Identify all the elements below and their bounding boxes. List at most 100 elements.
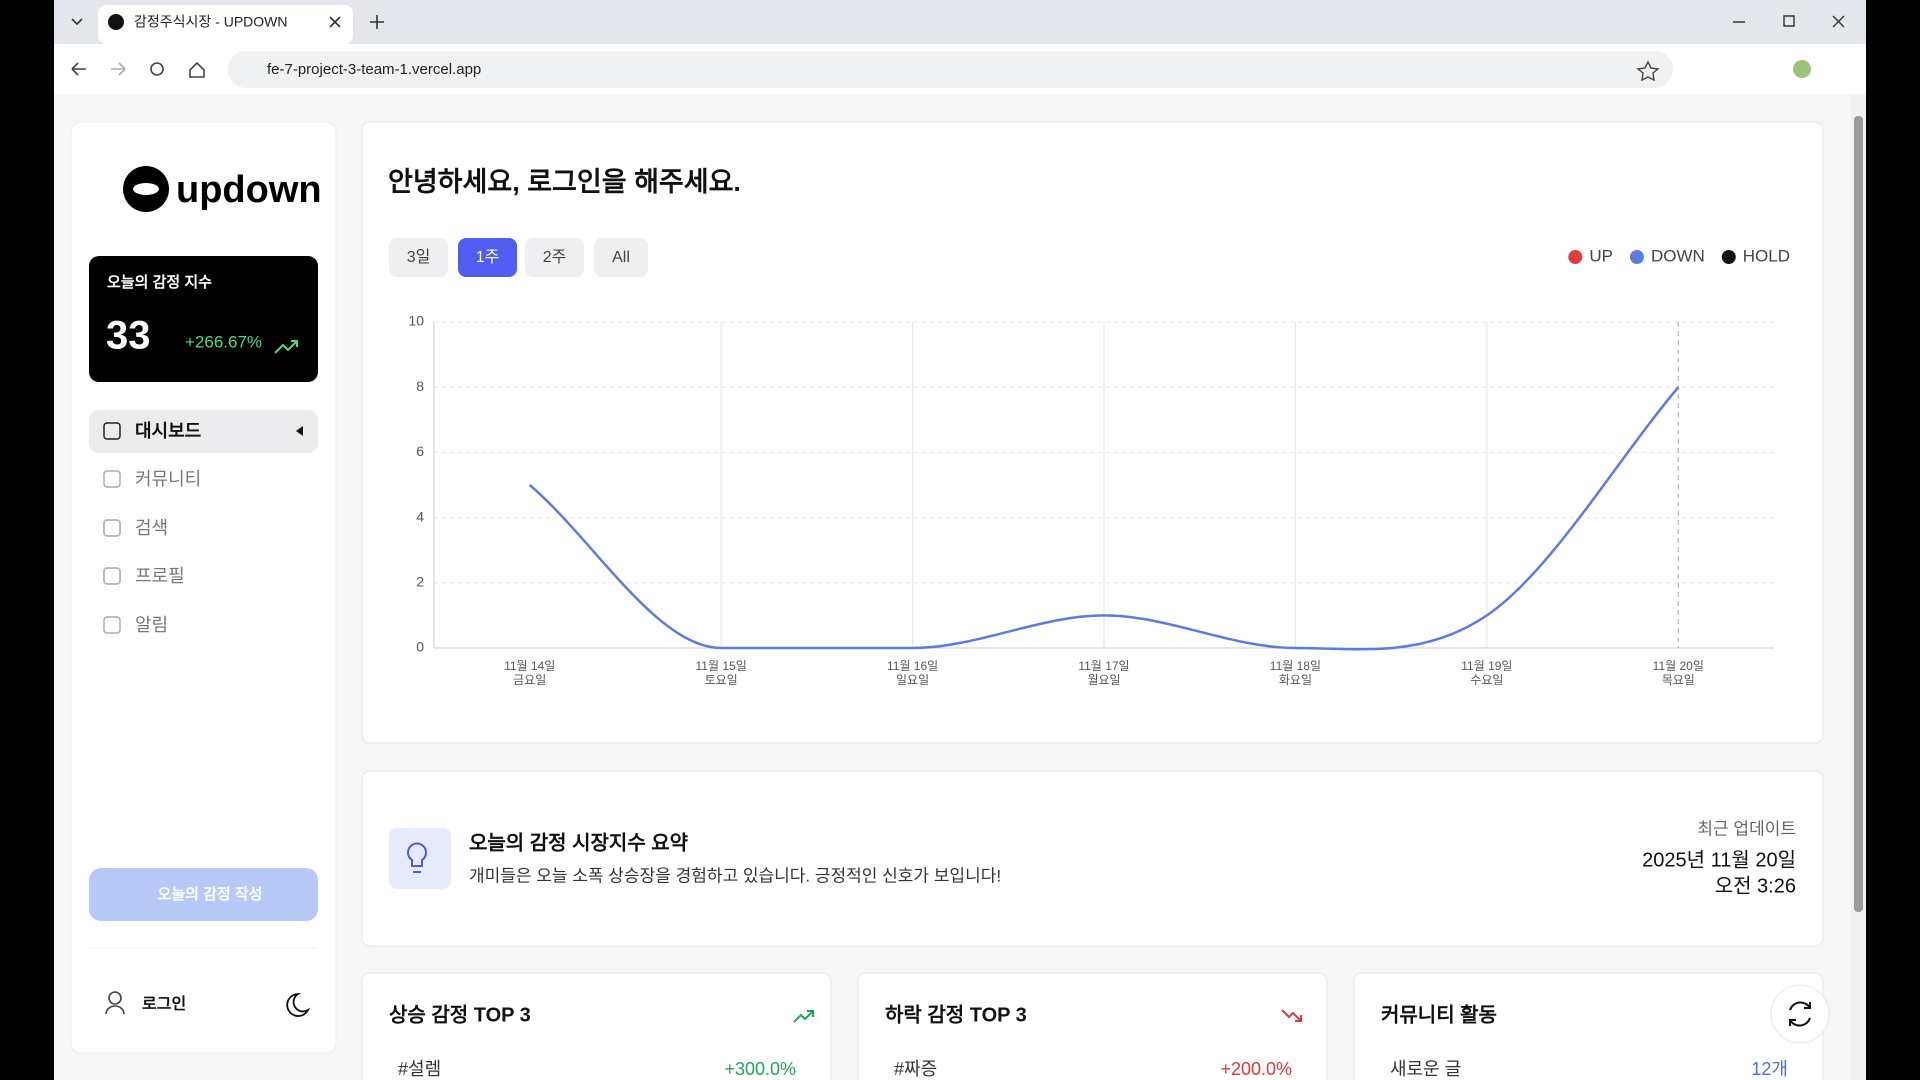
x-tick-label: 11월 20일	[1653, 659, 1704, 673]
x-tick-sublabel: 목요일	[1662, 673, 1695, 687]
stat-card-title: 하락 감정 TOP 3	[885, 1003, 1027, 1026]
range-buttons: 3일 1주 2주 All	[389, 238, 648, 277]
range-button[interactable]	[594, 238, 648, 277]
stat-card	[1353, 972, 1824, 1080]
x-tick-sublabel: 금요일	[513, 673, 546, 687]
user-icon-body	[105, 1005, 125, 1015]
x-tick-sublabel: 월요일	[1087, 673, 1120, 687]
x-tick-label: 11월 16일	[887, 659, 938, 673]
tab-title: 감정주식시장 - UPDOWN	[134, 14, 288, 30]
nav-item[interactable]: 검색	[135, 518, 168, 538]
summary-card	[361, 770, 1824, 947]
bookmark-star[interactable]	[1636, 60, 1660, 82]
write-button-label: 오늘의 감정 작성	[158, 885, 263, 903]
stat-row-label: 새로운 글	[1390, 1059, 1461, 1079]
tab[interactable]	[98, 5, 353, 44]
tab-favicon	[108, 14, 124, 30]
summary-icon-box	[389, 828, 451, 889]
greeting: 안녕하세요, 로그인을 해주세요.	[388, 167, 741, 197]
index-title: 오늘의 감정 지수	[107, 273, 212, 291]
nav-icon	[103, 519, 121, 537]
nav-item[interactable]: 알림	[135, 615, 168, 635]
range-button[interactable]	[458, 238, 517, 277]
range-label: 1주	[476, 249, 500, 266]
stat-cards: 상승 감정 TOP 3 #설렘 +300.0% 하락 감정 TOP 3 #짜증 +200.…	[361, 972, 1824, 1080]
x-tick-sublabel: 일요일	[896, 673, 929, 687]
back[interactable]	[71, 62, 86, 76]
summary-text: 개미들은 오늘 소폭 상승장을 경험하고 있습니다. 긍정적인 신호가 보입니다…	[469, 866, 1001, 885]
stat-row-label: #설렘	[398, 1059, 441, 1079]
range-label: 2주	[543, 249, 567, 266]
nav-active-arrow	[296, 426, 303, 436]
legend-swatch	[1568, 250, 1583, 264]
tab-list[interactable]	[71, 18, 83, 26]
profile[interactable]	[1793, 60, 1811, 78]
scroll-thumb[interactable]	[1854, 116, 1863, 912]
refresh-icon	[1789, 1001, 1811, 1027]
forward[interactable]	[111, 62, 126, 76]
chart-card	[361, 121, 1824, 744]
x-tick-label: 11월 14일	[504, 659, 555, 673]
stat-card-title: 커뮤니티 활동	[1381, 1003, 1497, 1026]
tab-bar	[54, 0, 1866, 44]
trend-up-icon	[793, 1010, 814, 1023]
x-tick-sublabel: 수요일	[1470, 673, 1503, 687]
new-tab[interactable]	[370, 15, 384, 29]
write-button[interactable]	[89, 868, 318, 921]
nav-icon	[103, 616, 121, 634]
stat-card	[857, 972, 1328, 1080]
x-tick-label: 11월 18일	[1270, 659, 1321, 673]
x-tick-label: 11월 15일	[696, 659, 747, 673]
trend-down-icon	[1281, 1009, 1302, 1022]
range-label: 3일	[407, 248, 431, 266]
range-button[interactable]	[389, 238, 448, 277]
stat-row-value: 12개	[1751, 1059, 1788, 1079]
legend-swatch	[1721, 250, 1736, 264]
range-label: All	[612, 249, 630, 266]
x-tick-label: 11월 17일	[1078, 659, 1129, 673]
user-icon	[108, 991, 122, 1005]
reload[interactable]	[150, 62, 164, 76]
index-value: 33	[106, 314, 151, 358]
updated-time: 오전 3:26	[1715, 874, 1796, 897]
legend-label: UP	[1589, 246, 1613, 265]
tab-close[interactable]	[329, 16, 341, 28]
window-controls[interactable]	[1733, 15, 1845, 28]
url: fe-7-project-3-team-1.vercel.app	[267, 61, 481, 78]
index-change: +266.67%	[185, 332, 262, 351]
refresh-button[interactable]	[1770, 984, 1830, 1044]
trend-up-icon	[274, 340, 298, 354]
x-tick-sublabel: 토요일	[705, 673, 738, 687]
theme-toggle[interactable]	[286, 993, 311, 1017]
stat-row-value: +200.0%	[1220, 1059, 1292, 1079]
stat-row-label: #짜증	[894, 1059, 937, 1079]
logo-ant	[133, 183, 159, 195]
home[interactable]	[189, 61, 205, 78]
nav-active-bg	[89, 410, 318, 453]
index-card	[89, 256, 318, 382]
nav-item[interactable]: 대시보드	[135, 421, 201, 441]
stat-card	[361, 972, 832, 1080]
legend-label: DOWN	[1651, 246, 1705, 265]
legend-label: HOLD	[1743, 246, 1790, 265]
nav-icon	[103, 422, 121, 440]
login[interactable]: 로그인	[142, 995, 186, 1013]
x-tick-sublabel: 화요일	[1279, 673, 1312, 687]
y-tick-label: 6	[416, 443, 424, 459]
lightbulb-icon	[407, 842, 427, 873]
omnibox[interactable]	[228, 51, 1673, 88]
updated-label: 최근 업데이트	[1697, 819, 1796, 838]
nav-item[interactable]: 커뮤니티	[135, 469, 201, 489]
nav-item[interactable]: 프로필	[135, 566, 185, 586]
logo: updown	[176, 169, 322, 211]
y-tick-label: 2	[416, 574, 424, 590]
y-tick-label: 0	[416, 639, 424, 655]
range-button[interactable]	[525, 238, 584, 277]
x-tick-label: 11월 19일	[1461, 659, 1512, 673]
summary-title: 오늘의 감정 시장지수 요약	[469, 831, 689, 854]
line	[528, 386, 1680, 651]
